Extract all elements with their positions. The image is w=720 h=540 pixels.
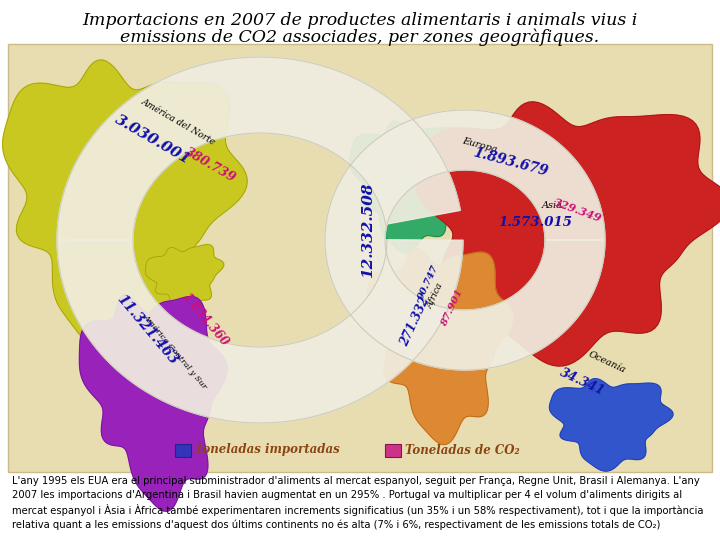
Bar <box>175 444 191 457</box>
Polygon shape <box>57 240 463 423</box>
Text: emissions de CO2 associades, per zones geogràfiques.: emissions de CO2 associades, per zones g… <box>120 29 600 46</box>
Text: 1.893.679: 1.893.679 <box>471 145 549 179</box>
Polygon shape <box>349 121 473 253</box>
Text: 380.739: 380.739 <box>182 145 238 185</box>
Polygon shape <box>57 57 460 240</box>
Text: África: África <box>425 280 446 309</box>
Text: 1.573.015: 1.573.015 <box>498 215 572 228</box>
Text: Importacions en 2007 de productes alimentaris i animals vius i: Importacions en 2007 de productes alimen… <box>82 12 638 29</box>
Text: 34.341: 34.341 <box>557 366 606 398</box>
Polygon shape <box>549 379 673 471</box>
Text: L'any 1995 els EUA era el principal subministrador d'aliments al mercat espanyol: L'any 1995 els EUA era el principal subm… <box>12 476 703 530</box>
Text: Oceanía: Oceanía <box>587 349 627 375</box>
Text: 87.901: 87.901 <box>439 288 464 328</box>
Text: 90.747: 90.747 <box>416 264 440 301</box>
Polygon shape <box>79 295 227 511</box>
Polygon shape <box>145 245 224 312</box>
Text: 1.834.360: 1.834.360 <box>179 291 231 349</box>
Text: América Central y Sur: América Central y Sur <box>141 313 209 391</box>
Text: 11.321.463: 11.321.463 <box>114 292 180 368</box>
Text: Europa: Europa <box>462 136 498 154</box>
Text: 329.349: 329.349 <box>552 196 603 224</box>
Polygon shape <box>327 240 605 370</box>
Text: 12.332.508: 12.332.508 <box>361 183 375 278</box>
Text: Toneladas importadas: Toneladas importadas <box>195 443 340 456</box>
Polygon shape <box>416 102 720 366</box>
Bar <box>385 444 401 457</box>
Text: 271.332: 271.332 <box>398 295 432 349</box>
Polygon shape <box>325 110 605 261</box>
Text: 3.030.001: 3.030.001 <box>113 113 193 167</box>
Text: Asia: Asia <box>541 200 562 210</box>
Polygon shape <box>366 248 513 444</box>
FancyBboxPatch shape <box>8 44 712 472</box>
Text: Toneladas de CO₂: Toneladas de CO₂ <box>405 443 520 456</box>
Text: América del Norte: América del Norte <box>140 97 217 147</box>
Polygon shape <box>3 60 247 347</box>
